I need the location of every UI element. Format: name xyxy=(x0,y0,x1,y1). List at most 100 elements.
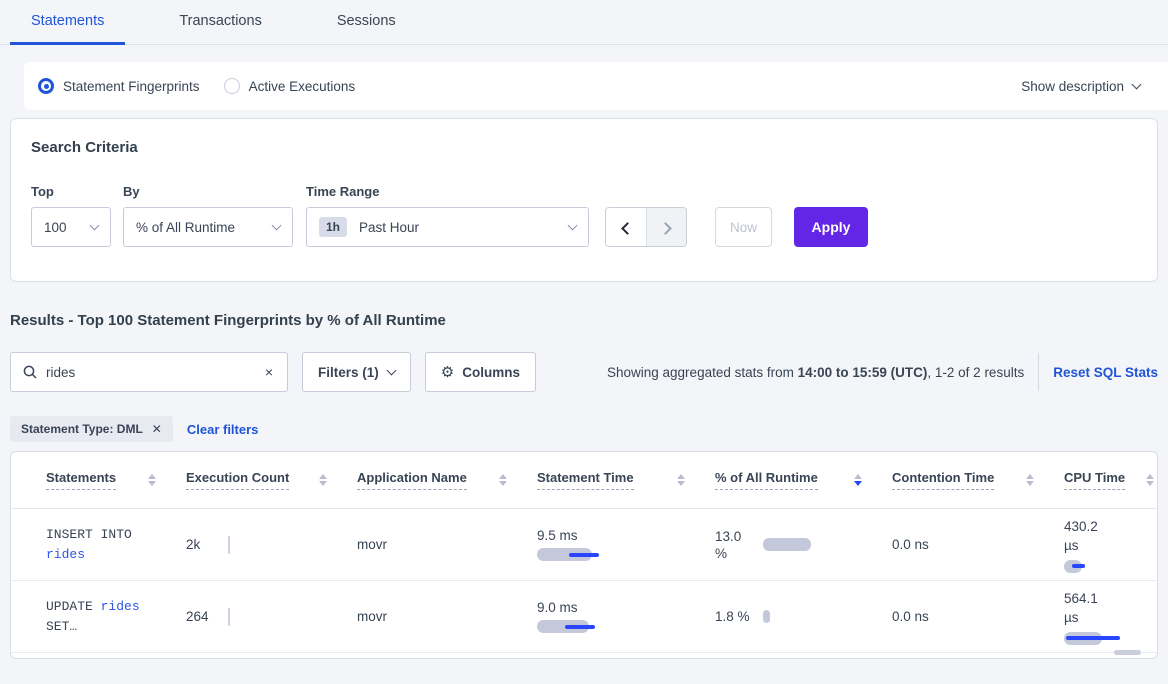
chevron-down-icon xyxy=(271,220,282,231)
cpu-bar-blue xyxy=(1066,636,1120,640)
chevron-down-icon xyxy=(567,220,578,231)
horizontal-scrollbar-thumb[interactable] xyxy=(1114,650,1141,655)
results-toolbar: × Filters (1) ⚙ Columns Showing aggregat… xyxy=(10,352,1158,392)
chevron-right-icon xyxy=(658,221,672,235)
column-header-pct-all-runtime[interactable]: % of All Runtime xyxy=(715,470,892,490)
statement-fingerprint[interactable]: UPDATE rides SET… xyxy=(46,598,140,634)
now-button[interactable]: Now xyxy=(715,207,772,247)
sort-desc-icon[interactable] xyxy=(854,474,862,486)
sort-icon[interactable] xyxy=(1146,474,1154,486)
gear-icon: ⚙ xyxy=(440,363,455,381)
pct-runtime-cell: 1.8 % xyxy=(715,608,892,625)
statement-link[interactable]: rides xyxy=(46,546,86,562)
search-criteria-title: Search Criteria xyxy=(31,139,138,156)
statement-time-cell: 9.5 ms xyxy=(537,528,715,561)
cpu-time-cell: 564.1 µs xyxy=(1064,589,1157,645)
cpu-time-cell: 430.2 µs xyxy=(1064,517,1157,573)
radio-statement-fingerprints[interactable]: Statement Fingerprints xyxy=(38,78,200,94)
tab-sessions[interactable]: Sessions xyxy=(336,12,396,29)
contention-time-cell: 0.0 ns xyxy=(892,537,929,552)
time-range-badge: 1h xyxy=(319,217,348,237)
previous-time-range-button[interactable] xyxy=(606,208,646,246)
search-criteria-card: Search Criteria Top 100 By % of All Runt… xyxy=(10,118,1158,282)
column-header-statements[interactable]: Statements xyxy=(46,470,186,490)
stats-time-range: 14:00 to 15:59 (UTC) xyxy=(797,364,928,380)
next-time-range-button[interactable] xyxy=(646,208,686,246)
sort-icon[interactable] xyxy=(499,474,507,486)
tab-statements[interactable]: Statements xyxy=(10,0,126,45)
time-range-pager xyxy=(605,207,687,247)
top-select-value: 100 xyxy=(44,219,67,235)
time-range-select[interactable]: 1h Past Hour xyxy=(306,207,589,247)
remove-filter-icon[interactable]: ✕ xyxy=(151,422,162,436)
statement-link[interactable]: rides xyxy=(100,598,140,614)
reset-sql-stats-link[interactable]: Reset SQL Stats xyxy=(1053,364,1158,380)
time-bar-blue xyxy=(565,624,595,629)
contention-time-cell: 0.0 ns xyxy=(892,609,929,624)
columns-button-label: Columns xyxy=(462,364,520,380)
divider xyxy=(1038,353,1040,391)
radio-statement-fingerprints-label: Statement Fingerprints xyxy=(63,78,200,94)
filter-pill-statement-type[interactable]: Statement Type: DML ✕ xyxy=(10,416,173,442)
sort-icon[interactable] xyxy=(677,474,685,486)
radio-selected-icon xyxy=(38,78,54,94)
radio-active-executions-label: Active Executions xyxy=(248,78,356,94)
table-header-row: Statements Execution Count Application N… xyxy=(11,452,1157,509)
execution-count-cell: 264 xyxy=(186,607,357,626)
statement-search-box[interactable]: × xyxy=(10,352,288,392)
pct-bar xyxy=(763,538,811,551)
statement-fingerprint[interactable]: INSERT INTO rides xyxy=(46,526,132,562)
aggregated-stats-text: Showing aggregated stats from 14:00 to 1… xyxy=(607,364,1025,380)
show-description-label: Show description xyxy=(1021,78,1124,94)
column-header-execution-count[interactable]: Execution Count xyxy=(186,470,357,490)
table-row: INSERT INTO rides 2k movr 9.5 ms 13.0 % … xyxy=(11,509,1157,581)
chevron-down-icon xyxy=(386,365,397,376)
sort-icon[interactable] xyxy=(148,474,156,486)
results-heading: Results - Top 100 Statement Fingerprints… xyxy=(10,312,446,329)
by-label: By xyxy=(123,184,140,199)
time-range-value: Past Hour xyxy=(359,219,420,235)
search-icon xyxy=(23,365,37,379)
column-header-contention-time[interactable]: Contention Time xyxy=(892,470,1064,490)
chevron-down-icon xyxy=(1131,79,1142,90)
time-bar-gray xyxy=(537,548,592,561)
top-select[interactable]: 100 xyxy=(31,207,111,247)
radio-unselected-icon xyxy=(223,78,240,94)
active-filters-row: Statement Type: DML ✕ Clear filters xyxy=(10,416,1158,442)
radio-active-executions[interactable]: Active Executions xyxy=(223,78,356,94)
filters-button[interactable]: Filters (1) xyxy=(302,352,411,392)
top-tab-bar: Statements Transactions Sessions xyxy=(0,0,1168,45)
application-name-cell: movr xyxy=(357,609,387,624)
by-select[interactable]: % of All Runtime xyxy=(123,207,293,247)
table-row: UPDATE rides SET… 264 movr 9.0 ms 1.8 % … xyxy=(11,581,1157,653)
top-label: Top xyxy=(31,184,54,199)
by-select-value: % of All Runtime xyxy=(136,219,236,235)
filters-button-label: Filters (1) xyxy=(318,364,379,380)
view-toggle-band: Statement Fingerprints Active Executions… xyxy=(24,62,1168,110)
application-name-cell: movr xyxy=(357,537,387,552)
tab-transactions[interactable]: Transactions xyxy=(179,12,262,29)
column-header-statement-time[interactable]: Statement Time xyxy=(537,470,715,490)
time-bar-blue xyxy=(569,552,599,557)
columns-button[interactable]: ⚙ Columns xyxy=(424,352,536,392)
column-header-cpu-time[interactable]: CPU Time xyxy=(1064,470,1157,490)
count-bar xyxy=(228,607,230,626)
count-bar xyxy=(228,535,230,554)
statement-time-cell: 9.0 ms xyxy=(537,600,715,633)
clear-search-icon[interactable]: × xyxy=(264,364,273,380)
time-bar-gray xyxy=(537,620,589,633)
show-description-toggle[interactable]: Show description xyxy=(1021,78,1142,94)
time-range-label: Time Range xyxy=(306,184,380,199)
statements-table: Statements Execution Count Application N… xyxy=(10,451,1158,659)
pct-runtime-cell: 13.0 % xyxy=(715,528,892,562)
pct-bar xyxy=(763,610,770,623)
cpu-bar-blue xyxy=(1072,564,1085,568)
column-header-application-name[interactable]: Application Name xyxy=(357,470,537,490)
apply-button[interactable]: Apply xyxy=(794,207,868,247)
search-input[interactable] xyxy=(46,364,263,380)
sort-icon[interactable] xyxy=(1026,474,1034,486)
sort-icon[interactable] xyxy=(319,474,327,486)
clear-filters-link[interactable]: Clear filters xyxy=(186,421,259,437)
chevron-down-icon xyxy=(89,220,100,231)
chevron-left-icon xyxy=(621,221,634,235)
